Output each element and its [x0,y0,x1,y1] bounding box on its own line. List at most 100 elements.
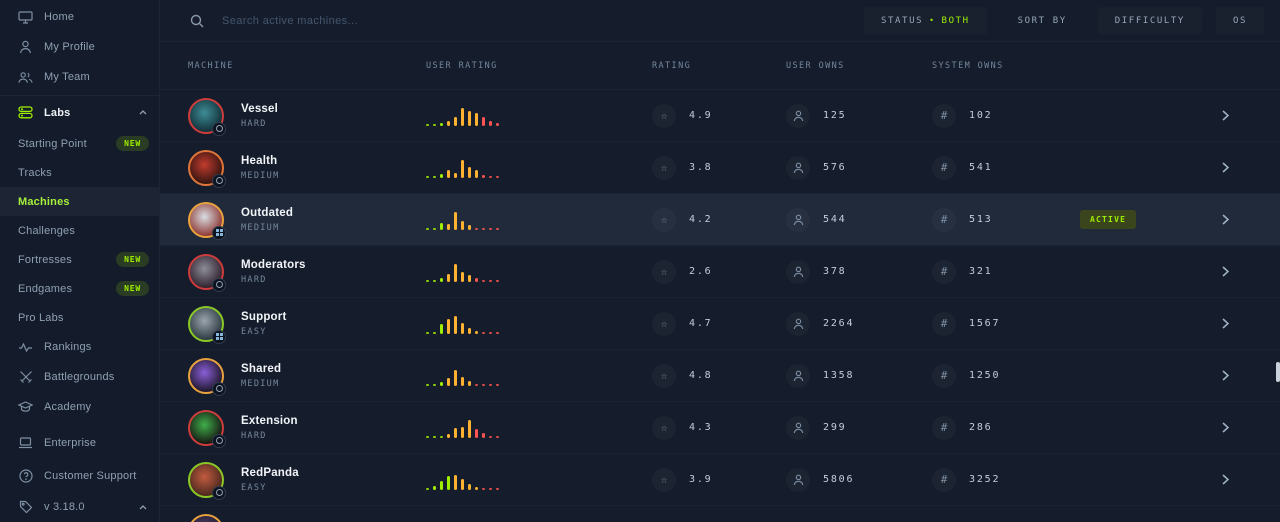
sort-by-button[interactable]: SORT BY [1001,7,1084,35]
people-icon [18,70,33,85]
sidebar-item-label: Challenges [18,224,76,237]
sidebar-item-label: Pro Labs [18,311,64,324]
column-header-system-owns: SYSTEM OWNS [932,60,1004,71]
machine-row[interactable]: RedPanda EASY ☆ 3.9 5806 #3252 [160,454,1280,506]
system-owns-value: 541 [969,162,993,173]
sidebar-item-home[interactable]: Home [0,2,159,32]
sidebar-item-my-team[interactable]: My Team [0,62,159,92]
star-icon: ☆ [652,468,676,492]
user-icon [786,260,810,284]
user-owns-value: 299 [823,422,847,433]
chevron-up-icon[interactable] [139,110,147,115]
chevron-right-icon[interactable] [1221,162,1229,173]
user-owns-value: 576 [823,162,847,173]
chevron-right-icon[interactable] [1221,474,1229,485]
tag-icon [18,500,33,515]
hash-icon: # [932,260,956,284]
machine-name: RedPanda [241,466,299,479]
sidebar-item-challenges[interactable]: Challenges [0,216,159,245]
sidebar-item-labs[interactable]: Labs [0,95,159,129]
chevron-right-icon[interactable] [1221,214,1229,225]
chevron-right-icon[interactable] [1221,318,1229,329]
machine-avatar [188,357,226,396]
machine-row[interactable]: Outdated MEDIUM ☆ 4.2 544 #513 ACTIVE [160,194,1280,246]
user-owns-value: 2264 [823,318,855,329]
sidebar-item-pro-labs[interactable]: Pro Labs [0,303,159,332]
sidebar-item-enterprise[interactable]: Enterprise [0,426,159,459]
os-badge-icon [212,381,226,396]
sidebar-item-academy[interactable]: Academy [0,392,159,422]
column-header-user-owns: USER OWNS [786,60,845,71]
sidebar-item-customer-support[interactable]: Customer Support [0,459,159,492]
chevron-right-icon[interactable] [1221,110,1229,121]
machine-name: Extension [241,414,298,427]
machine-row[interactable]: Vessel HARD ☆ 4.9 125 #102 [160,90,1280,142]
sidebar-item-machines[interactable]: Machines [0,187,159,216]
sort-by-label: SORT BY [1017,15,1067,26]
os-filter-button[interactable]: OS [1215,6,1264,35]
sidebar-item-starting-point[interactable]: Starting Point NEW [0,129,159,158]
sidebar-item-battlegrounds[interactable]: Battlegrounds [0,362,159,392]
star-icon: ☆ [652,156,676,180]
machine-avatar [188,201,226,240]
hash-icon: # [932,364,956,388]
sidebar-item-my-profile[interactable]: My Profile [0,32,159,62]
graduation-cap-icon [18,400,33,415]
machine-difficulty: MEDIUM [241,170,280,181]
machine-row[interactable] [160,506,1280,522]
machine-difficulty: EASY [241,326,267,337]
machine-row[interactable]: Moderators HARD ☆ 2.6 378 #321 [160,246,1280,298]
hash-icon: # [932,104,956,128]
sidebar-item-tracks[interactable]: Tracks [0,158,159,187]
chevron-up-icon[interactable] [139,504,147,510]
system-owns-value: 102 [969,110,993,121]
status-filter-button[interactable]: STATUS • BOTH [864,6,987,35]
sidebar-item-rankings[interactable]: Rankings [0,332,159,362]
rating-value: 4.3 [689,422,713,433]
hash-icon: # [932,416,956,440]
user-icon [786,416,810,440]
sidebar-item-label: Fortresses [18,253,72,266]
machine-difficulty: HARD [241,430,267,441]
star-icon: ☆ [652,312,676,336]
user-icon [786,104,810,128]
topbar: STATUS • BOTH SORT BY DIFFICULTY OS [160,0,1280,42]
os-filter-label: OS [1232,15,1247,26]
chevron-right-icon[interactable] [1221,266,1229,277]
machine-difficulty: MEDIUM [241,378,280,389]
laptop-icon [18,435,33,450]
chevron-right-icon[interactable] [1221,370,1229,381]
hash-icon: # [932,312,956,336]
star-icon: ☆ [652,364,676,388]
new-badge: NEW [116,136,149,151]
system-owns-value: 3252 [969,474,1001,485]
os-badge-icon [212,433,226,448]
column-header-rating: RATING [652,60,692,71]
machine-name: Health [241,154,278,167]
search-input[interactable] [222,14,542,27]
system-owns-value: 1250 [969,370,1001,381]
user-rating-histogram [426,470,499,490]
crossed-swords-icon [18,370,33,385]
machine-row[interactable]: Support EASY ☆ 4.7 2264 #1567 [160,298,1280,350]
user-rating-histogram [426,210,499,230]
status-badge: ACTIVE [1080,210,1137,229]
user-owns-value: 5806 [823,474,855,485]
sidebar-item-endgames[interactable]: Endgames NEW [0,274,159,303]
pulse-icon [18,340,33,355]
sidebar-item-fortresses[interactable]: Fortresses NEW [0,245,159,274]
machine-name: Vessel [241,102,279,115]
machine-avatar [188,149,226,188]
column-header-machine: MACHINE [188,60,234,71]
machine-name: Shared [241,362,282,375]
scrollbar-thumb[interactable] [1276,362,1280,382]
os-badge-icon [212,121,226,136]
machine-row[interactable]: Health MEDIUM ☆ 3.8 576 #541 [160,142,1280,194]
difficulty-filter-button[interactable]: DIFFICULTY [1097,6,1202,35]
os-badge-icon [212,329,226,344]
machine-row[interactable]: Extension HARD ☆ 4.3 299 #286 [160,402,1280,454]
sidebar-version[interactable]: v 3.18.0 [0,492,159,522]
machine-row[interactable]: Shared MEDIUM ☆ 4.8 1358 #1250 [160,350,1280,402]
chevron-right-icon[interactable] [1221,422,1229,433]
